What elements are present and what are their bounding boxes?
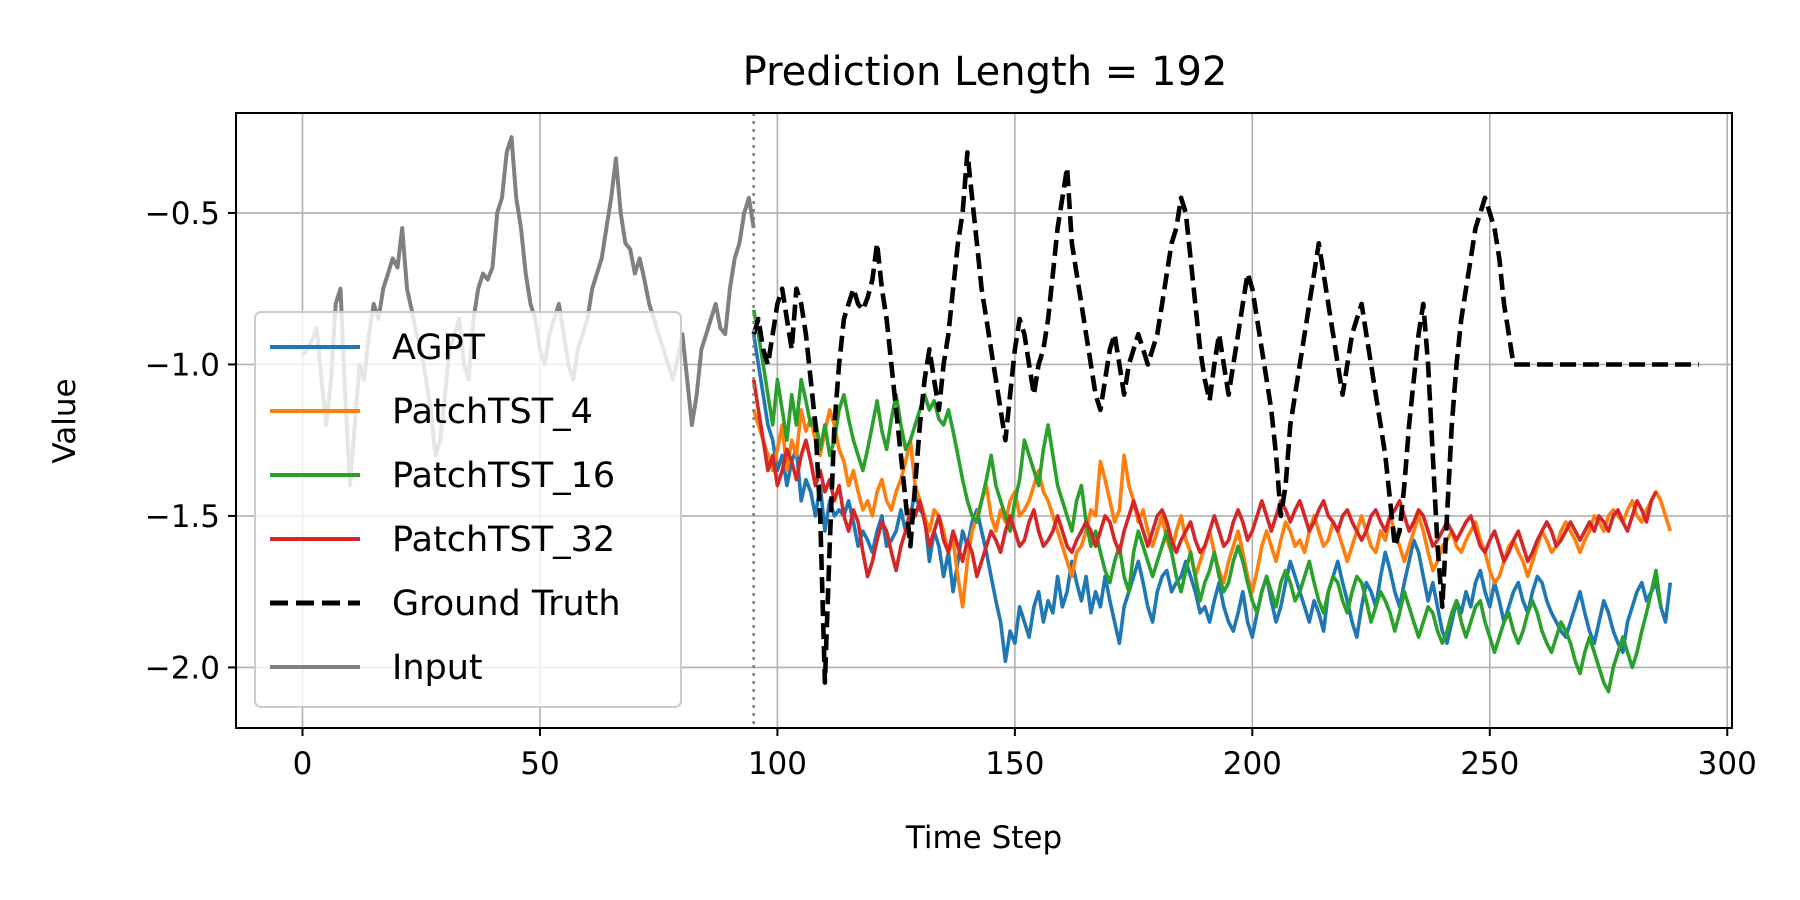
chart-title: Prediction Length = 192 (743, 49, 1228, 95)
x-tick-label: 0 (293, 746, 313, 782)
legend-label: Input (392, 648, 483, 688)
plot-frame (235, 112, 1733, 729)
series-line-patchtst-4 (751, 408, 1673, 609)
legend-label: PatchTST_16 (392, 456, 615, 496)
x-axis: 0 50 100 150 200 250 300 (293, 728, 1757, 782)
legend: AGPT PatchTST_4 PatchTST_16 PatchTST_32 Grou… (254, 311, 682, 708)
legend-box (254, 311, 682, 708)
x-tick-label: 250 (1460, 746, 1519, 782)
legend-label: PatchTST_4 (392, 392, 593, 432)
legend-label: PatchTST_32 (392, 520, 615, 560)
x-axis-label: Time Step (905, 820, 1062, 856)
x-tick-label: 50 (520, 746, 559, 782)
legend-label: AGPT (392, 328, 486, 368)
x-tick-label: 150 (985, 746, 1044, 782)
x-tick-label: 200 (1223, 746, 1282, 782)
x-tick-label: 100 (748, 746, 807, 782)
series-line-patchtst-32 (751, 379, 1658, 579)
y-axis-label: Value (47, 378, 83, 463)
legend-label: Ground Truth (392, 584, 621, 624)
y-tick-label: −2.0 (145, 650, 220, 686)
y-tick-label: −1.5 (145, 499, 220, 535)
series-line-patchtst-16 (751, 309, 1663, 694)
y-tick-label: −1.0 (145, 347, 220, 383)
x-tick-label: 300 (1698, 746, 1757, 782)
series-line-ground-truth (751, 150, 1699, 685)
y-axis: −2.0 −1.5 −1.0 −0.5 (145, 196, 236, 686)
y-tick-label: −0.5 (145, 196, 220, 232)
